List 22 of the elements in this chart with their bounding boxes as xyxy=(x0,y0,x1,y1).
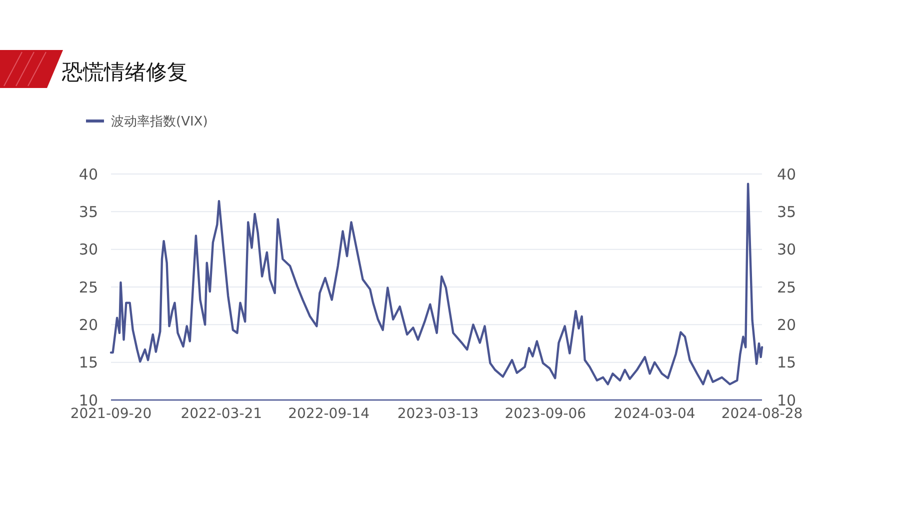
y-tick-label: 25 xyxy=(78,278,98,296)
y2-tick-label: 35 xyxy=(777,202,796,221)
chart-title: 恐慌情绪修复 xyxy=(61,60,188,84)
legend-label: 波动率指数(VIX) xyxy=(111,114,208,130)
y2-tick-label: 25 xyxy=(777,278,796,296)
x-tick-label: 2021-09-20 xyxy=(70,406,152,422)
x-tick-label: 2024-08-28 xyxy=(721,406,803,422)
x-tick-label: 2023-09-06 xyxy=(504,406,586,422)
y2-tick-label: 40 xyxy=(777,165,796,184)
y-tick-label: 20 xyxy=(78,316,98,334)
y2-tick-label: 15 xyxy=(777,354,796,372)
x-tick-label: 2023-03-13 xyxy=(397,406,479,422)
y-tick-label: 15 xyxy=(78,354,98,372)
y-tick-label: 35 xyxy=(78,202,98,221)
line-series xyxy=(110,182,764,386)
x-tick-label: 2022-09-14 xyxy=(288,406,370,422)
y2-tick-label: 30 xyxy=(777,240,796,259)
x-tick-label: 2022-03-21 xyxy=(180,406,262,422)
y2-tick-label: 20 xyxy=(777,316,796,334)
x-tick-label: 2024-03-04 xyxy=(614,406,696,422)
y-tick-label: 30 xyxy=(78,240,98,259)
y-tick-label: 40 xyxy=(78,165,98,184)
